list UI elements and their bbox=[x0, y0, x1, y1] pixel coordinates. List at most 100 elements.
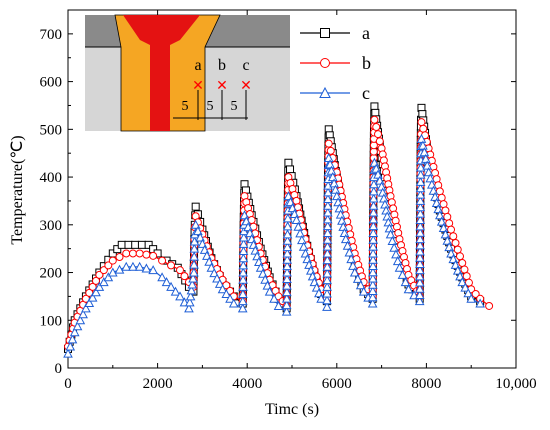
data-point bbox=[397, 269, 408, 279]
data-point bbox=[355, 280, 366, 290]
data-point bbox=[419, 147, 430, 157]
data-point bbox=[298, 241, 309, 251]
data-point bbox=[282, 213, 293, 223]
data-point bbox=[414, 283, 425, 293]
data-point bbox=[75, 315, 86, 325]
y-tick-label: 500 bbox=[40, 122, 63, 138]
data-point bbox=[322, 281, 332, 291]
data-point bbox=[291, 214, 302, 225]
data-point bbox=[238, 267, 249, 277]
data-point bbox=[128, 249, 137, 258]
data-point bbox=[415, 246, 425, 256]
inset-label-c: c bbox=[242, 57, 249, 74]
data-point bbox=[415, 208, 426, 218]
data-point bbox=[115, 253, 124, 262]
data-point bbox=[456, 252, 464, 261]
data-point bbox=[322, 275, 333, 285]
data-point bbox=[322, 221, 333, 231]
data-point bbox=[320, 58, 330, 68]
data-point bbox=[282, 267, 292, 277]
data-point bbox=[284, 158, 293, 167]
data-point bbox=[170, 286, 181, 296]
data-point bbox=[368, 227, 379, 237]
legend-label: c bbox=[362, 83, 370, 103]
data-point bbox=[368, 241, 378, 251]
data-point bbox=[322, 295, 332, 305]
data-point bbox=[238, 238, 249, 248]
data-point bbox=[282, 287, 292, 297]
y-tick-label: 0 bbox=[55, 361, 63, 377]
series-b bbox=[64, 115, 494, 351]
data-point bbox=[124, 240, 133, 249]
x-tick-label: 10,000 bbox=[495, 376, 536, 392]
data-point bbox=[238, 260, 249, 270]
data-point bbox=[430, 191, 440, 201]
data-point bbox=[293, 221, 304, 231]
data-point bbox=[425, 173, 436, 183]
data-point bbox=[69, 327, 80, 337]
data-point bbox=[460, 265, 469, 274]
data-point bbox=[403, 284, 414, 294]
data-point bbox=[72, 321, 83, 331]
y-tick-label: 400 bbox=[40, 170, 63, 186]
inset-diagram: ✕ ✕ ✕ a b c 5 5 5 bbox=[85, 14, 290, 132]
data-point bbox=[282, 273, 292, 284]
data-point bbox=[385, 229, 396, 239]
inset-marker-a: ✕ bbox=[192, 77, 204, 93]
data-point bbox=[195, 232, 205, 242]
data-point bbox=[415, 195, 426, 205]
data-point bbox=[190, 219, 201, 229]
data-point bbox=[462, 272, 471, 281]
data-point bbox=[209, 268, 219, 278]
data-point bbox=[238, 288, 248, 299]
data-point bbox=[128, 261, 138, 271]
data-point bbox=[415, 183, 426, 193]
data-point bbox=[161, 277, 172, 287]
y-axis-ticks: 0 100 200 300 400 500 600 700 bbox=[40, 27, 516, 377]
data-point bbox=[191, 202, 200, 211]
data-point bbox=[113, 245, 122, 254]
data-point bbox=[286, 165, 295, 174]
data-point bbox=[322, 207, 333, 217]
data-point bbox=[67, 334, 78, 344]
data-point bbox=[322, 261, 333, 271]
data-point bbox=[104, 261, 113, 270]
data-point bbox=[368, 260, 378, 270]
data-point bbox=[189, 259, 199, 269]
legend-item-b: b bbox=[300, 53, 371, 73]
data-point bbox=[166, 281, 176, 291]
data-point bbox=[292, 196, 301, 205]
inset-marker-b: ✕ bbox=[216, 77, 228, 93]
data-point bbox=[415, 176, 426, 186]
data-point bbox=[121, 261, 132, 271]
data-point bbox=[189, 251, 200, 261]
series-layer bbox=[63, 102, 494, 358]
data-point bbox=[238, 281, 248, 291]
data-point bbox=[282, 229, 293, 239]
data-point bbox=[368, 234, 379, 244]
data-point bbox=[323, 193, 333, 204]
data-point bbox=[415, 227, 426, 237]
data-point bbox=[189, 243, 200, 253]
data-point bbox=[319, 86, 331, 98]
data-point bbox=[368, 186, 379, 196]
data-point bbox=[322, 288, 332, 298]
data-point bbox=[176, 266, 184, 275]
x-tick-label: 4000 bbox=[232, 376, 262, 392]
data-point bbox=[214, 278, 225, 288]
data-point bbox=[324, 139, 333, 148]
data-point bbox=[122, 249, 131, 258]
data-point bbox=[322, 268, 333, 278]
data-point bbox=[189, 267, 199, 277]
y-tick-label: 100 bbox=[40, 313, 63, 329]
data-point bbox=[221, 288, 232, 299]
data-point bbox=[428, 185, 439, 195]
data-point bbox=[238, 274, 248, 284]
data-point bbox=[188, 273, 198, 283]
data-point bbox=[94, 281, 105, 291]
data-point bbox=[175, 291, 185, 301]
data-point bbox=[282, 235, 293, 245]
legend-item-c: c bbox=[300, 83, 370, 103]
inset-marker-c: ✕ bbox=[240, 77, 252, 93]
data-point bbox=[415, 240, 425, 250]
